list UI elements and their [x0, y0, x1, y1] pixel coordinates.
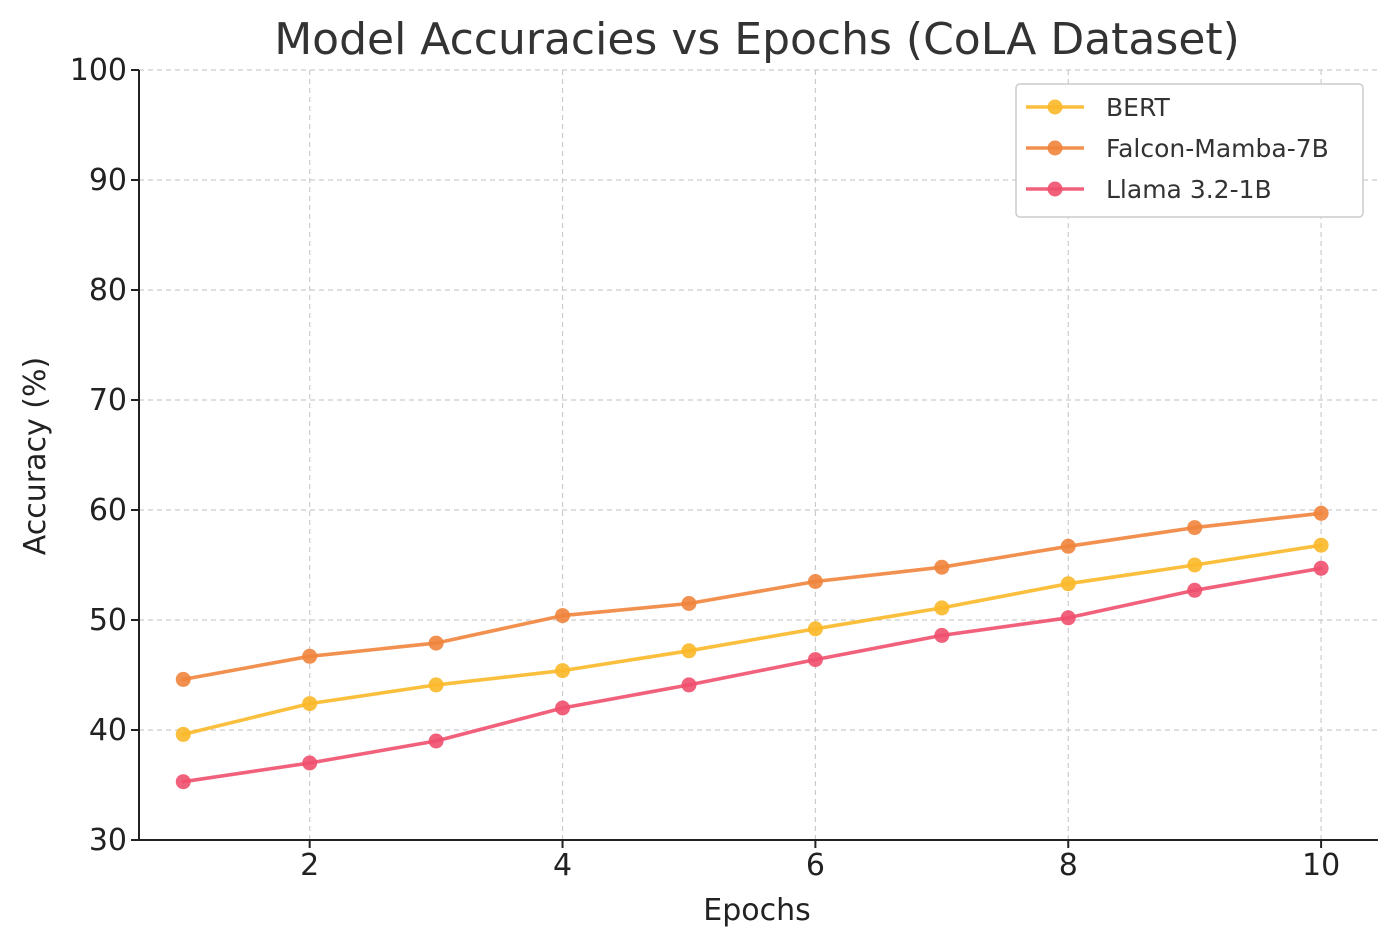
data-point — [934, 628, 949, 643]
x-tick-label: 8 — [1059, 848, 1078, 883]
data-point — [555, 608, 570, 623]
data-point — [1314, 538, 1329, 553]
legend-marker — [1048, 141, 1063, 156]
legend-label: Falcon-Mamba-7B — [1106, 134, 1329, 163]
data-point — [934, 600, 949, 615]
series-layer — [176, 506, 1329, 789]
data-point — [1061, 576, 1076, 591]
series-llama-3-2-1b — [176, 561, 1329, 789]
y-tick-label: 90 — [89, 163, 127, 198]
legend: BERT Falcon-Mamba-7B Llama 3.2-1B — [1016, 84, 1363, 217]
data-point — [1187, 558, 1202, 573]
legend-marker — [1048, 100, 1063, 115]
data-point — [176, 774, 191, 789]
x-tick-label: 4 — [553, 848, 572, 883]
data-point — [934, 560, 949, 575]
y-tick-label: 50 — [89, 603, 127, 638]
data-point — [302, 756, 317, 771]
data-point — [1061, 539, 1076, 554]
chart-title: Model Accuracies vs Epochs (CoLA Dataset… — [274, 14, 1240, 65]
data-point — [1187, 520, 1202, 535]
series-line — [183, 513, 1321, 679]
x-axis-label: Epochs — [703, 893, 811, 928]
series-falcon-mamba-7b — [176, 506, 1329, 687]
y-axis-label: Accuracy (%) — [18, 357, 53, 555]
data-point — [429, 734, 444, 749]
series-line — [183, 545, 1321, 734]
data-point — [808, 652, 823, 667]
y-tick-label: 60 — [89, 493, 127, 528]
data-point — [302, 696, 317, 711]
data-point — [555, 701, 570, 716]
data-point — [555, 663, 570, 678]
data-point — [176, 672, 191, 687]
data-point — [429, 636, 444, 651]
data-point — [429, 677, 444, 692]
x-tick-label: 2 — [300, 848, 319, 883]
data-point — [681, 596, 696, 611]
y-tick-label: 80 — [89, 273, 127, 308]
legend-label: Llama 3.2-1B — [1106, 175, 1272, 204]
data-point — [808, 574, 823, 589]
series-bert — [176, 538, 1329, 742]
data-point — [1314, 561, 1329, 576]
data-point — [808, 621, 823, 636]
data-point — [1187, 583, 1202, 598]
y-tick-label: 30 — [89, 823, 127, 858]
x-tick-label: 10 — [1302, 848, 1340, 883]
data-point — [302, 649, 317, 664]
y-tick-label: 100 — [70, 53, 127, 88]
data-point — [1314, 506, 1329, 521]
y-tick-label: 40 — [89, 713, 127, 748]
y-tick-label: 70 — [89, 383, 127, 418]
x-tick-label: 6 — [806, 848, 825, 883]
data-point — [176, 727, 191, 742]
data-point — [1061, 610, 1076, 625]
series-line — [183, 568, 1321, 781]
data-point — [681, 677, 696, 692]
data-point — [681, 643, 696, 658]
legend-marker — [1048, 182, 1063, 197]
legend-label: BERT — [1106, 93, 1170, 122]
